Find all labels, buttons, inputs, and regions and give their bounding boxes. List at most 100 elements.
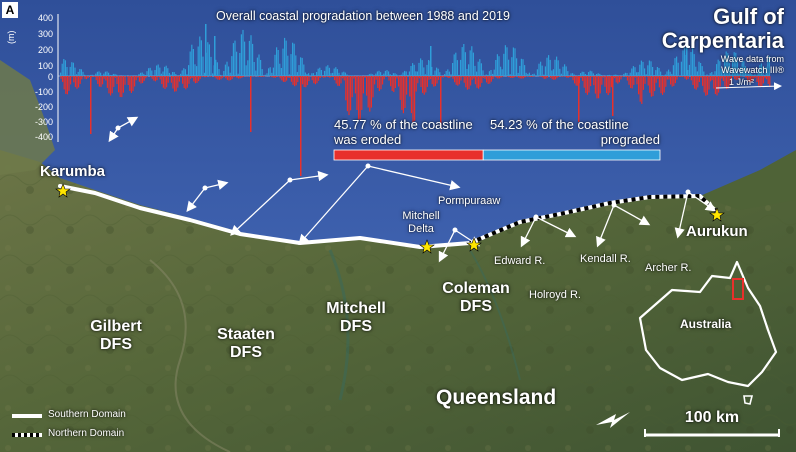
chart-bar-eroded — [290, 76, 292, 82]
chart-bar-eroded — [617, 76, 619, 84]
chart-bar-prograded — [394, 73, 396, 76]
chart-bar-prograded — [725, 51, 727, 76]
chart-bar-prograded — [410, 66, 412, 76]
chart-bar-prograded — [223, 71, 225, 76]
chart-bar-prograded — [522, 59, 524, 76]
chart-bar-prograded — [346, 74, 348, 76]
river-edward: Edward R. — [494, 255, 546, 267]
chart-bar-eroded — [702, 76, 704, 86]
chart-bar-eroded — [263, 76, 265, 77]
chart-bar-prograded — [279, 63, 281, 76]
chart-bar-eroded — [553, 76, 555, 80]
chart-bar-eroded — [710, 76, 712, 82]
chart-bar-prograded — [752, 75, 754, 76]
chart-bar-eroded — [414, 76, 416, 121]
chart-bar-eroded — [666, 76, 668, 80]
chart-bar-prograded — [167, 68, 169, 76]
chart-bar-prograded — [512, 47, 514, 76]
chart-bar-eroded — [660, 76, 662, 94]
chart-bar-eroded — [297, 76, 299, 83]
chart-bar-eroded — [430, 76, 432, 80]
chart-bar-eroded — [401, 76, 403, 110]
chart-bar-prograded — [430, 46, 432, 76]
chart-bar-prograded — [573, 74, 575, 76]
chart-bar-eroded — [143, 76, 145, 81]
chart-bar-eroded — [438, 76, 440, 80]
chart-bar-prograded — [738, 73, 740, 76]
chart-bar-eroded — [327, 76, 329, 77]
chart-bar-prograded — [488, 71, 490, 76]
chart-bar-prograded — [732, 60, 734, 76]
chart-bar-eroded — [190, 76, 192, 79]
wave-arrow — [674, 191, 689, 239]
chart-bar-eroded — [282, 76, 284, 82]
chart-bar-prograded — [519, 65, 521, 76]
chart-bar-prograded — [743, 61, 745, 76]
chart-bar-eroded — [164, 76, 166, 89]
chart-bar-prograded — [487, 74, 489, 76]
chart-bar-prograded — [557, 60, 559, 76]
chart-bar-eroded — [398, 76, 400, 87]
chart-bar-eroded — [95, 76, 97, 81]
chart-bar-prograded — [104, 71, 106, 76]
chart-bar-prograded — [277, 50, 279, 76]
chart-bar-prograded — [717, 59, 719, 76]
chart-bar-eroded — [378, 76, 380, 92]
chart-bar-prograded — [479, 59, 481, 76]
chart-bar-eroded — [390, 76, 392, 87]
chart-bar-prograded — [180, 73, 182, 76]
chart-bar-eroded — [228, 76, 230, 81]
chart-bar-prograded — [184, 69, 186, 76]
chart-bar-prograded — [530, 74, 532, 76]
chart-bar-prograded — [524, 65, 526, 76]
chart-bar-eroded — [106, 76, 108, 88]
chart-bar-eroded — [598, 76, 600, 99]
chart-bar-prograded — [650, 61, 652, 76]
chart-bar-eroded — [113, 76, 115, 87]
chart-bar-prograded — [311, 73, 313, 76]
chart-bar-eroded — [522, 76, 524, 79]
chart-bar-prograded — [508, 59, 510, 76]
chart-bar-eroded — [518, 76, 520, 78]
chart-bar-prograded — [332, 72, 334, 76]
chart-bar-prograded — [661, 75, 663, 76]
chart-bar-prograded — [644, 68, 646, 76]
chart-bar-eroded — [570, 76, 572, 78]
star-icon — [466, 237, 482, 252]
y-tick-label: 200 — [38, 45, 53, 55]
chart-bar-eroded — [670, 76, 672, 85]
chart-bar-eroded — [273, 76, 275, 78]
chart-bar-prograded — [149, 67, 151, 76]
chart-bar-prograded — [624, 72, 626, 76]
chart-bar-prograded — [272, 67, 274, 76]
chart-bar-eroded — [129, 76, 131, 91]
chart-bar-prograded — [160, 73, 162, 76]
chart-bar-eroded — [79, 76, 81, 84]
chart-bar-eroded — [727, 76, 729, 89]
chart-bar-prograded — [567, 71, 569, 76]
chart-bar-eroded — [758, 76, 760, 86]
chart-bar-prograded — [436, 67, 438, 76]
chart-bar-eroded — [242, 76, 244, 77]
chart-bar-prograded — [431, 66, 433, 76]
wave-origin-dot — [533, 214, 539, 220]
chart-bar-eroded — [442, 76, 444, 78]
chart-bar-prograded — [496, 54, 498, 76]
chart-bar-prograded — [455, 52, 457, 76]
chart-bar-prograded — [162, 71, 164, 76]
eroded-bar — [333, 149, 484, 161]
chart-bar-prograded — [452, 63, 454, 76]
chart-bar-eroded — [350, 76, 352, 111]
chart-bar-prograded — [447, 69, 449, 76]
chart-y-label: (m) — [6, 31, 16, 45]
legend-northern-label: Northern Domain — [48, 428, 125, 439]
chart-bar-eroded — [175, 76, 177, 92]
chart-bar-prograded — [116, 74, 118, 76]
chart-bar-prograded — [370, 73, 372, 76]
chart-bar-eroded — [542, 76, 544, 78]
chart-bar-eroded — [753, 76, 755, 79]
chart-bar-prograded — [234, 40, 236, 76]
chart-bar-prograded — [229, 72, 231, 76]
chart-bar-prograded — [684, 47, 686, 76]
chart-bar-eroded — [404, 76, 406, 108]
